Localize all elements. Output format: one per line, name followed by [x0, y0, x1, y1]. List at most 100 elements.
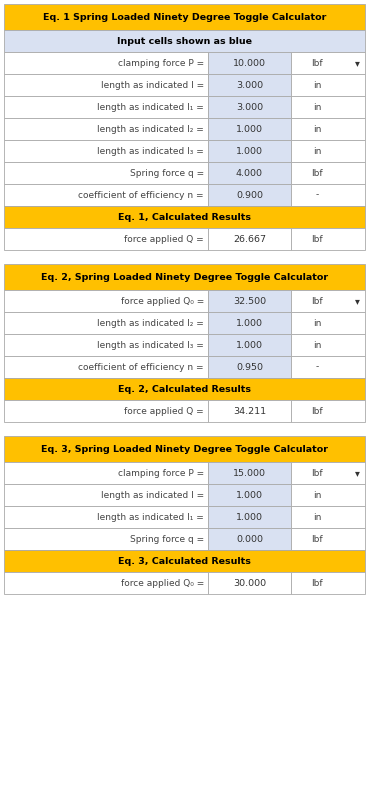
- Bar: [208, 506, 291, 528]
- Bar: [208, 528, 291, 550]
- Bar: [4, 30, 365, 52]
- Text: 34.211: 34.211: [233, 407, 266, 416]
- Bar: [291, 506, 365, 528]
- Text: in: in: [313, 102, 321, 112]
- Text: -: -: [315, 362, 318, 371]
- Text: 3.000: 3.000: [236, 81, 263, 90]
- Bar: [4, 184, 208, 206]
- Bar: [291, 290, 365, 312]
- Bar: [291, 334, 365, 356]
- Text: Eq. 3, Calculated Results: Eq. 3, Calculated Results: [118, 557, 251, 565]
- Text: in: in: [313, 340, 321, 350]
- Bar: [208, 334, 291, 356]
- Text: length as indicated l =: length as indicated l =: [101, 81, 204, 90]
- Bar: [208, 184, 291, 206]
- Text: 32.500: 32.500: [233, 297, 266, 305]
- Bar: [291, 96, 365, 118]
- Text: in: in: [313, 512, 321, 522]
- Bar: [291, 312, 365, 334]
- Text: 1.000: 1.000: [236, 319, 263, 328]
- Bar: [208, 118, 291, 140]
- Bar: [4, 506, 208, 528]
- Text: ▾: ▾: [355, 468, 359, 478]
- Text: 0.900: 0.900: [236, 190, 263, 200]
- Text: 10.000: 10.000: [233, 59, 266, 67]
- Bar: [4, 528, 208, 550]
- Text: Eq. 2, Calculated Results: Eq. 2, Calculated Results: [118, 385, 251, 393]
- Text: lbf: lbf: [311, 469, 323, 477]
- Text: 26.667: 26.667: [233, 235, 266, 243]
- Bar: [291, 140, 365, 162]
- Text: in: in: [313, 81, 321, 90]
- Text: force applied Q =: force applied Q =: [124, 235, 204, 243]
- Bar: [291, 400, 365, 422]
- Bar: [208, 74, 291, 96]
- Bar: [4, 52, 208, 74]
- Text: 15.000: 15.000: [233, 469, 266, 477]
- Bar: [4, 436, 365, 462]
- Bar: [291, 184, 365, 206]
- Bar: [291, 74, 365, 96]
- Bar: [208, 96, 291, 118]
- Text: lbf: lbf: [311, 297, 323, 305]
- Text: lbf: lbf: [311, 407, 323, 416]
- Bar: [208, 572, 291, 594]
- Bar: [4, 400, 208, 422]
- Text: Eq. 3, Spring Loaded Ninety Degree Toggle Calculator: Eq. 3, Spring Loaded Ninety Degree Toggl…: [41, 445, 328, 454]
- Bar: [4, 334, 208, 356]
- Bar: [291, 118, 365, 140]
- Text: length as indicated l₂ =: length as indicated l₂ =: [97, 125, 204, 133]
- Bar: [4, 550, 365, 572]
- Bar: [208, 228, 291, 250]
- Text: length as indicated l =: length as indicated l =: [101, 491, 204, 500]
- Text: clamping force P =: clamping force P =: [118, 469, 204, 477]
- Text: 3.000: 3.000: [236, 102, 263, 112]
- Bar: [208, 400, 291, 422]
- Text: 4.000: 4.000: [236, 168, 263, 178]
- Text: Eq. 1, Calculated Results: Eq. 1, Calculated Results: [118, 213, 251, 221]
- Text: lbf: lbf: [311, 59, 323, 67]
- Text: lbf: lbf: [311, 168, 323, 178]
- Text: 1.000: 1.000: [236, 340, 263, 350]
- Text: length as indicated l₂ =: length as indicated l₂ =: [97, 319, 204, 328]
- Bar: [291, 356, 365, 378]
- Text: coefficient of efficiency n =: coefficient of efficiency n =: [79, 190, 204, 200]
- Bar: [208, 312, 291, 334]
- Bar: [4, 4, 365, 30]
- Bar: [4, 140, 208, 162]
- Text: ▾: ▾: [355, 296, 359, 306]
- Bar: [208, 290, 291, 312]
- Bar: [291, 462, 365, 484]
- Bar: [4, 312, 208, 334]
- Bar: [208, 162, 291, 184]
- Text: force applied Q₀ =: force applied Q₀ =: [121, 579, 204, 588]
- Bar: [4, 206, 365, 228]
- Bar: [4, 74, 208, 96]
- Bar: [4, 228, 208, 250]
- Text: 1.000: 1.000: [236, 491, 263, 500]
- Text: force applied Q₀ =: force applied Q₀ =: [121, 297, 204, 305]
- Text: 0.000: 0.000: [236, 534, 263, 543]
- Text: coefficient of efficiency n =: coefficient of efficiency n =: [79, 362, 204, 371]
- Text: length as indicated l₃ =: length as indicated l₃ =: [97, 340, 204, 350]
- Bar: [291, 484, 365, 506]
- Bar: [4, 378, 365, 400]
- Bar: [4, 290, 208, 312]
- Bar: [208, 484, 291, 506]
- Text: -: -: [315, 190, 318, 200]
- Text: Spring force q =: Spring force q =: [130, 534, 204, 543]
- Text: ▾: ▾: [355, 58, 359, 68]
- Text: in: in: [313, 319, 321, 328]
- Text: in: in: [313, 125, 321, 133]
- Text: length as indicated l₃ =: length as indicated l₃ =: [97, 147, 204, 155]
- Text: in: in: [313, 491, 321, 500]
- Bar: [291, 528, 365, 550]
- Text: 0.950: 0.950: [236, 362, 263, 371]
- Text: length as indicated l₁ =: length as indicated l₁ =: [97, 102, 204, 112]
- Text: Spring force q =: Spring force q =: [130, 168, 204, 178]
- Bar: [4, 264, 365, 290]
- Bar: [4, 96, 208, 118]
- Bar: [208, 356, 291, 378]
- Text: lbf: lbf: [311, 235, 323, 243]
- Text: length as indicated l₁ =: length as indicated l₁ =: [97, 512, 204, 522]
